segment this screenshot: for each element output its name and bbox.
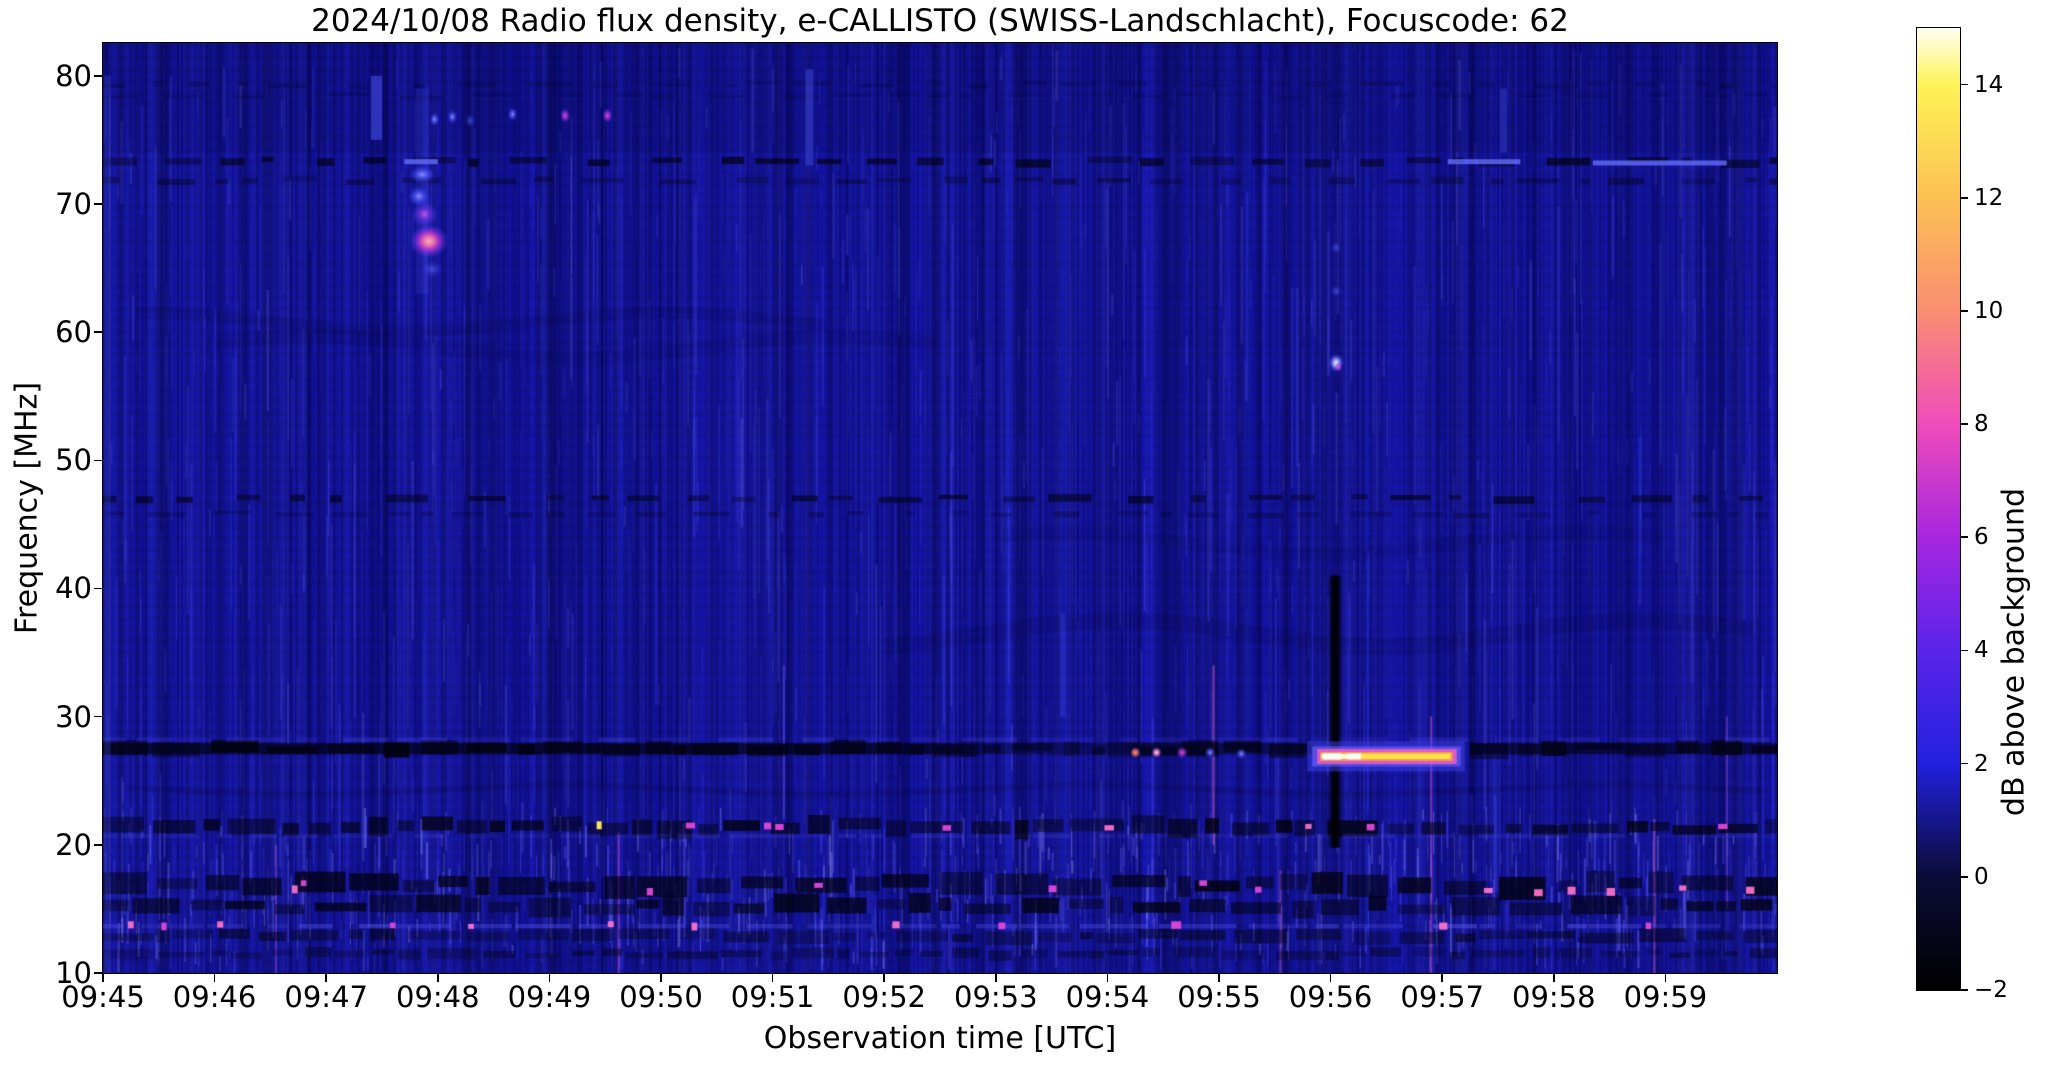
y-tick-mark (94, 715, 103, 718)
y-tick-label: 80 (55, 58, 92, 93)
x-axis-label: Observation time [UTC] (763, 1021, 1117, 1056)
x-tick-mark (1553, 973, 1555, 982)
x-tick-label: 09:47 (284, 980, 368, 1014)
x-tick-mark (325, 973, 328, 982)
y-tick-label: 50 (55, 443, 92, 478)
colorbar-tick-mark (1960, 423, 1968, 425)
x-tick-mark (1329, 973, 1332, 982)
x-tick-label: 09:55 (1177, 980, 1261, 1014)
colorbar-tick-label: 12 (1974, 184, 2004, 211)
x-tick-label: 09:49 (507, 980, 592, 1014)
colorbar-tick-mark (1960, 649, 1968, 652)
y-tick-mark (94, 587, 103, 590)
x-tick-label: 09:56 (1288, 980, 1373, 1014)
colorbar-tick-mark (1960, 83, 1968, 86)
x-tick-label: 09:50 (619, 980, 703, 1014)
x-tick-label: 09:58 (1512, 980, 1596, 1014)
plot-title: 2024/10/08 Radio flux density, e-CALLIST… (311, 3, 1569, 39)
x-tick-mark (883, 973, 886, 982)
colorbar-tick-mark (1960, 876, 1968, 878)
colorbar-tick-label: −2 (1974, 977, 2008, 1003)
y-tick-mark (94, 844, 103, 846)
x-tick-mark (660, 973, 662, 982)
colorbar-gradient (1916, 27, 1961, 991)
x-tick-label: 09:52 (842, 980, 926, 1014)
colorbar-tick-mark (1960, 762, 1968, 765)
x-tick-mark (213, 973, 216, 982)
colorbar-tick-mark (1960, 196, 1968, 199)
x-tick-label: 09:54 (1065, 980, 1150, 1014)
x-tick-mark (437, 973, 439, 982)
x-tick-label: 09:48 (396, 980, 480, 1014)
y-tick-mark (94, 203, 103, 205)
colorbar-tick-label: 10 (1974, 297, 2004, 324)
x-tick-label: 09:46 (172, 980, 257, 1014)
colorbar-tick-label: 14 (1974, 71, 2004, 98)
x-tick-label: 09:53 (954, 980, 1038, 1014)
colorbar-tick-label: 8 (1974, 411, 1989, 438)
colorbar-tick-mark (1960, 989, 1968, 991)
x-tick-mark (1218, 973, 1220, 982)
colorbar-tick-label: 0 (1974, 863, 1989, 890)
x-tick-mark (1664, 973, 1667, 982)
x-tick-mark (102, 973, 104, 982)
x-tick-mark (1106, 973, 1109, 982)
y-tick-mark (94, 75, 103, 77)
y-tick-label: 10 (55, 956, 92, 990)
colorbar-tick-mark (1960, 310, 1968, 312)
x-tick-label: 09:51 (730, 980, 815, 1014)
colorbar-tick-label: 2 (1974, 750, 1989, 777)
x-tick-label: 09:57 (1400, 980, 1484, 1014)
x-tick-mark (771, 973, 774, 982)
x-tick-mark (1441, 973, 1444, 982)
colorbar-tick-mark (1960, 536, 1968, 539)
colorbar-tick-label: 4 (1974, 637, 1989, 664)
y-tick-mark (94, 972, 103, 974)
y-tick-label: 60 (55, 315, 92, 350)
colorbar-tick-label: 6 (1974, 524, 1989, 551)
x-tick-label: 09:59 (1623, 980, 1708, 1014)
spectrogram-canvas (102, 42, 1778, 974)
y-tick-label: 20 (55, 827, 92, 862)
x-tick-mark (995, 973, 997, 982)
y-tick-label: 70 (55, 186, 92, 221)
y-tick-mark (94, 331, 103, 333)
y-tick-mark (94, 459, 103, 462)
x-tick-label: 09:45 (61, 980, 145, 1014)
y-tick-label: 30 (55, 699, 92, 734)
x-tick-mark (548, 973, 551, 982)
y-tick-label: 40 (55, 571, 92, 606)
